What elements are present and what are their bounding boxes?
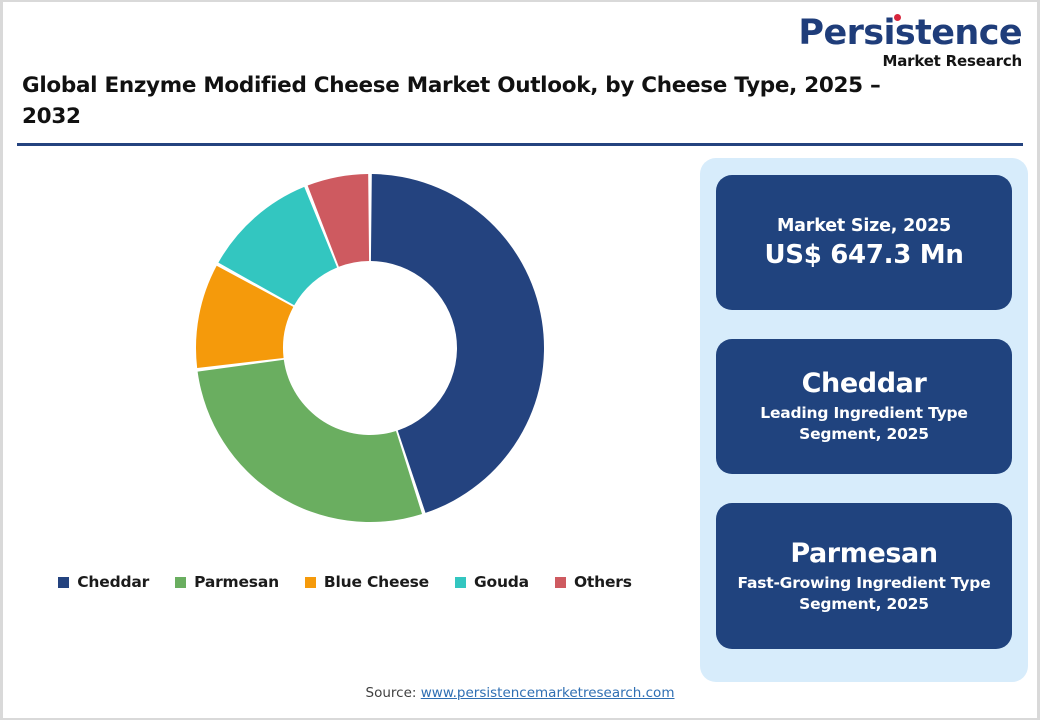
donut-chart [195,173,545,523]
legend-label: Cheddar [77,573,150,591]
legend-item-cheddar[interactable]: Cheddar [58,573,149,591]
frame-border-top [0,0,1040,2]
donut-chart-svg [196,174,544,522]
frame-border-right [1037,0,1040,720]
donut-slice-gouda[interactable] [218,186,338,306]
chart-region: Cheddar Parmesan Blue Cheese Gouda Others [0,155,690,655]
stat-card-leading-segment: Cheddar Leading Ingredient Type Segment,… [716,339,1012,474]
title-divider [17,143,1023,146]
leading-segment-caption: Leading Ingredient Type Segment, 2025 [760,404,968,443]
brand-logo-accent-dot-icon [894,14,902,21]
leading-segment-name: Cheddar [801,368,927,400]
market-size-label: Market Size, 2025 [776,215,952,236]
legend-swatch-icon [175,576,187,588]
frame-border-left [0,0,3,720]
legend-label: Gouda [473,573,529,591]
legend-swatch-icon [554,576,566,588]
source-link[interactable]: www.persistencemarketresearch.com [420,685,675,701]
donut-slice-blue-cheese[interactable] [196,265,294,368]
legend-label: Parmesan [194,573,279,591]
stat-card-market-size: Market Size, 2025 US$ 647.3 Mn [716,175,1012,310]
fastest-segment-caption: Fast-Growing Ingredient Type Segment, 20… [737,573,991,613]
legend-item-gouda[interactable]: Gouda [454,573,529,591]
chart-legend: Cheddar Parmesan Blue Cheese Gouda Others [0,573,690,591]
source-label: Source: [365,685,417,701]
legend-label: Others [573,573,632,591]
frame-border-bottom [0,718,1040,720]
fastest-segment-name: Parmesan [790,537,938,569]
legend-item-parmesan[interactable]: Parmesan [175,573,279,591]
donut-slice-others[interactable] [307,174,370,267]
legend-item-blue-cheese[interactable]: Blue Cheese [304,573,429,591]
source-footer: Source: www.persistencemarketresearch.co… [0,685,1040,701]
legend-item-others[interactable]: Others [554,573,632,591]
donut-slice-parmesan[interactable] [197,359,423,522]
brand-logo-tagline: Market Research [882,52,1022,70]
legend-swatch-icon [58,576,70,588]
stat-card-fastest-growing-segment: Parmesan Fast-Growing Ingredient Type Se… [716,503,1012,649]
page-title: Global Enzyme Modified Cheese Market Out… [22,73,881,130]
donut-slice-cheddar[interactable] [370,174,544,513]
market-size-value: US$ 647.3 Mn [764,239,964,270]
brand-logo-wordmark: Persistence [798,13,1023,53]
legend-swatch-icon [304,576,316,588]
brand-logo-name: Persistence [798,13,1022,53]
brand-logo: Persistence Market Research [798,13,1023,70]
legend-swatch-icon [454,576,466,588]
legend-label: Blue Cheese [323,573,429,591]
stats-side-panel: Market Size, 2025 US$ 647.3 Mn Cheddar L… [700,158,1028,682]
